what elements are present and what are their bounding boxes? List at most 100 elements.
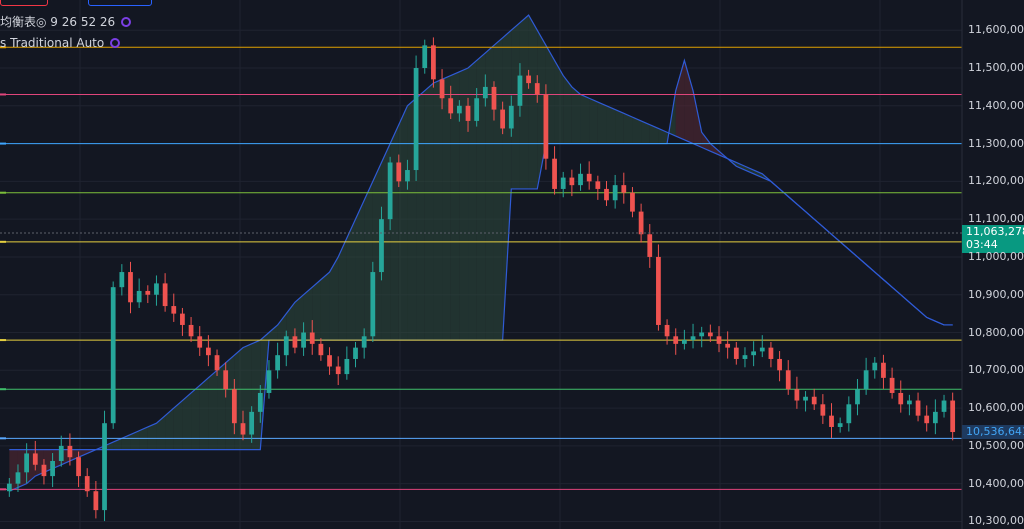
ichimoku-legend[interactable]: 均衡表◎ 9 26 52 26 (0, 13, 132, 30)
cloud-segment (606, 105, 616, 144)
candle-body (361, 336, 367, 348)
candle-body (552, 158, 557, 189)
pivot-legend-label: s Traditional Auto (0, 36, 105, 50)
candle-body (474, 98, 480, 121)
cloud-segment (684, 60, 694, 144)
candle-body (586, 173, 592, 182)
toolbar-button-red[interactable] (0, 0, 48, 6)
candle-body (102, 423, 107, 511)
cloud-segment (563, 75, 572, 144)
pivot-legend[interactable]: s Traditional Auto (0, 36, 121, 50)
candle-body (154, 283, 159, 295)
candle-body (604, 188, 609, 201)
cloud-segment (320, 272, 330, 341)
candle-body (448, 98, 454, 114)
cloud-segment (571, 86, 581, 144)
candle-body (656, 256, 661, 325)
candle-body (292, 336, 298, 348)
candle-body (180, 313, 185, 325)
candle-body (742, 355, 748, 359)
y-tick-label: 11,000,000 (968, 249, 1024, 263)
cloud-segment (623, 113, 633, 144)
cloud-segment (277, 313, 287, 341)
cloud-segment (615, 109, 624, 144)
candle-body (6, 483, 12, 492)
candle-body (405, 170, 410, 182)
candle-body (500, 109, 506, 129)
candle-body (370, 272, 376, 337)
candle-body (777, 358, 782, 371)
candle-body (534, 83, 540, 95)
settings-ring-icon[interactable] (121, 16, 132, 27)
candle-body (491, 86, 497, 110)
candle-body (733, 347, 739, 359)
cloud-segment (312, 279, 321, 341)
candle-body (257, 392, 263, 412)
cloud-segment (580, 94, 590, 144)
y-tick-label: 11,500,000 (968, 61, 1024, 74)
candle-body (353, 347, 358, 359)
last-price-tag: 11,063,278 03:44 (962, 225, 1024, 254)
candle-body (301, 332, 306, 348)
cloud-segment (459, 68, 469, 341)
candle-body (93, 491, 99, 511)
candle-body (664, 324, 670, 337)
last-price-value: 11,063,278 (966, 225, 1024, 239)
candle-body (162, 283, 168, 307)
candle-body (725, 343, 731, 348)
cloud-segment (701, 132, 711, 152)
cloud-segment (191, 385, 200, 450)
candle-body (32, 453, 38, 465)
y-tick-label: 11,600,000 (968, 23, 1024, 37)
toolbar-button-blue[interactable] (88, 0, 152, 6)
y-tick-label: 10,400,000 (968, 476, 1024, 490)
candle-body (932, 411, 938, 424)
y-tick-label: 10,800,000 (968, 325, 1024, 339)
candle-body (482, 86, 488, 99)
cloud-segment (78, 449, 88, 458)
candle-body (889, 377, 895, 393)
candle-body (84, 476, 90, 492)
candle-body (863, 370, 869, 390)
candle-body (872, 362, 878, 371)
candle-body (915, 400, 921, 416)
candle-body (924, 415, 930, 424)
candle-body (907, 400, 912, 405)
candle-body (941, 400, 947, 412)
cloud-segment (208, 370, 218, 450)
cloud-segment (519, 15, 529, 189)
candle-body (569, 177, 575, 186)
cloud-segment (675, 60, 685, 140)
y-tick-label: 11,400,000 (968, 98, 1024, 112)
candle-body (171, 306, 177, 314)
cloud-segment (450, 71, 460, 341)
candle-body (837, 423, 843, 427)
level-price-value: 10,536,641 (966, 425, 1024, 439)
candle-body (422, 45, 428, 69)
cloud-segment (442, 75, 451, 341)
settings-ring-icon[interactable] (110, 38, 121, 48)
candle-body (682, 340, 687, 344)
cloud-segment (753, 170, 763, 178)
y-tick-label: 10,500,000 (968, 438, 1024, 452)
candle-body (560, 177, 566, 189)
candle-body (690, 336, 696, 341)
candle-body (396, 162, 402, 182)
candle-body (387, 162, 393, 220)
candle-body (751, 351, 756, 356)
candle-body (223, 370, 229, 390)
candle-body (785, 370, 791, 390)
y-tick-label: 10,600,000 (968, 401, 1024, 415)
candle-body (24, 453, 30, 473)
cloud-segment (199, 377, 209, 450)
cloud-segment (355, 200, 365, 341)
cloud-segment (502, 30, 512, 341)
candle-body (456, 105, 462, 114)
candlestick-series (6, 37, 956, 522)
candle-body (145, 290, 151, 295)
cloud-segment (130, 430, 140, 450)
candle-body (630, 192, 635, 212)
pivot-levels (0, 46, 962, 491)
candle-body (508, 105, 514, 129)
